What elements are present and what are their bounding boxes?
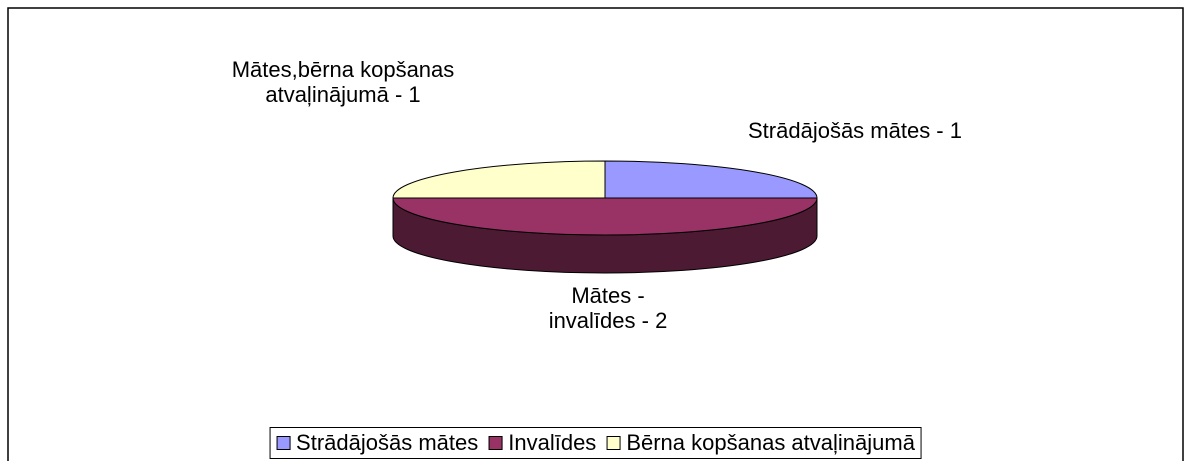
legend-swatch <box>606 436 621 450</box>
legend-item: Bērna kopšanas atvaļinājumā <box>606 430 915 456</box>
legend-swatch <box>488 436 503 450</box>
pie-slice <box>392 160 606 199</box>
pie-slice <box>392 197 818 236</box>
pie-slice <box>604 160 818 199</box>
chart-frame <box>7 7 1184 461</box>
legend-item: Invalīdes <box>488 430 596 456</box>
data-label: Mātes - invalīdes - 2 <box>548 283 668 333</box>
data-label: Strādājošās mātes - 1 <box>748 118 962 143</box>
legend-label: Strādājošās mātes <box>296 430 479 455</box>
legend: Strādājošās mātes Invalīdes Bērna kopšanas… <box>269 427 922 459</box>
legend-item: Strādājošās mātes <box>276 430 478 456</box>
legend-swatch <box>276 436 291 450</box>
legend-label: Bērna kopšanas atvaļinājumā <box>626 430 915 455</box>
legend-label: Invalīdes <box>508 430 597 455</box>
data-label: Mātes,bērna kopšanas atvaļinājumā - 1 <box>231 57 455 107</box>
